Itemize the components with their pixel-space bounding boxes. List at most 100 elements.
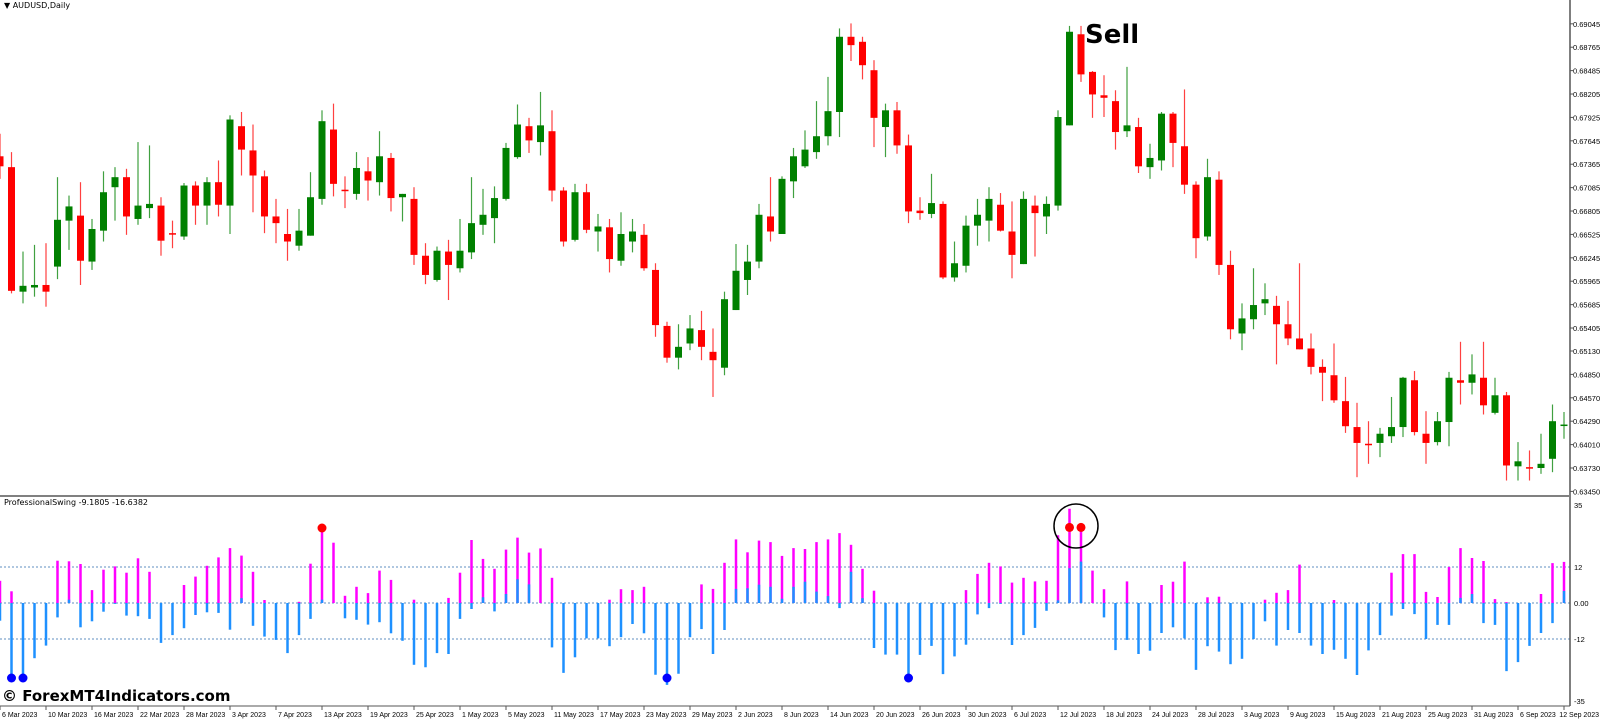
candle [1215,171,1223,275]
candle-body [1284,324,1292,339]
price-axis: 0.69045 0.68765 0.68485 0.68205 0.67925 0.676… [1570,20,1600,496]
candle-body [215,182,222,205]
candle-body [192,185,199,206]
time-label: 26 Jun 2023 [922,712,961,719]
candle [399,193,406,222]
triangle-down-icon[interactable]: ▼ [4,1,11,10]
candle [824,76,832,146]
candle-body [1192,184,1200,239]
candle-body [1445,377,1453,423]
candle [249,124,257,213]
candle [1043,196,1050,235]
price-label: 0.68205 [1573,90,1600,99]
candle-body [1135,127,1142,167]
candle-body [1549,421,1556,459]
candle-body [1250,305,1257,320]
candle-body [1537,463,1545,468]
candle-body [272,216,280,224]
candle-body [1066,31,1073,126]
time-label: 12 Sep 2023 [1559,712,1599,719]
candle [744,244,751,296]
time-label: 10 Mar 2023 [48,712,87,719]
candle-body [479,214,487,225]
candle [226,115,234,235]
price-label: 0.63450 [1573,487,1600,496]
candle [1353,402,1361,478]
candle-body [364,171,372,181]
time-label: 6 Mar 2023 [2,712,38,719]
candle-body [675,346,682,358]
candle [1054,110,1062,211]
candle [836,28,843,138]
buy-signal-dot [662,673,672,683]
candle-body [962,225,970,266]
candle [548,110,556,202]
candle [88,218,96,270]
candle-body [1422,433,1430,443]
candle-body [203,182,211,206]
indicator-axis-label: 35 [1574,501,1582,510]
candle [100,171,107,242]
candle [341,176,349,209]
time-label: 24 Jul 2023 [1152,712,1188,719]
candle-body [387,157,395,199]
candle-body [284,234,291,242]
candle-body [732,270,740,311]
candle [1158,111,1165,171]
candle [1250,268,1257,330]
candle-body [422,255,429,275]
candle-body [629,231,636,242]
candle-body [330,129,337,184]
candle-body [249,150,257,176]
candle [261,170,268,234]
indicator-axis-label: -12 [1574,635,1585,644]
time-label: 3 Aug 2023 [1244,712,1280,719]
candle-body [502,147,510,199]
time-label: 20 Jun 2023 [876,712,915,719]
candle-body [1215,179,1223,265]
candle [1181,89,1188,194]
price-label: 0.64570 [1573,394,1600,403]
candle [1399,376,1407,438]
candle [65,195,73,250]
price-label: 0.65130 [1573,347,1600,356]
candle [928,173,935,219]
candle-body [295,230,303,246]
candlestick-series [0,23,1568,481]
candle-body [180,185,188,237]
candle-body [1089,71,1096,95]
candle-body [491,198,498,219]
candle [709,328,717,397]
candle-body [1434,421,1441,443]
candle [1422,411,1430,464]
candle-body [8,167,15,291]
candle [1491,377,1499,415]
candle-body [157,205,165,241]
candle-body [1307,348,1315,367]
candle [640,223,648,271]
candle-body [1169,113,1177,143]
chart-title[interactable]: ▼ AUDUSD,Daily [4,1,70,11]
candle-body [985,198,993,221]
price-label: 0.66805 [1573,207,1600,216]
candle-body [1480,377,1487,406]
candle-body [859,41,866,66]
candle [1261,283,1269,316]
indicator-axis-label: -35 [1574,697,1585,706]
price-label: 0.67365 [1573,160,1600,169]
candle-body [456,250,464,269]
candle-body [318,121,326,199]
candle-body [134,205,142,219]
candle [571,183,579,242]
time-label: 8 Jun 2023 [784,712,819,719]
time-label: 21 Aug 2023 [1382,712,1421,719]
candle-body [31,284,38,288]
candle [985,187,993,242]
candle-body [111,177,119,188]
price-label: 0.69045 [1573,20,1600,29]
candle-body [238,126,245,150]
candle [1445,371,1453,447]
candle-body [1468,374,1476,383]
candle [433,246,441,282]
